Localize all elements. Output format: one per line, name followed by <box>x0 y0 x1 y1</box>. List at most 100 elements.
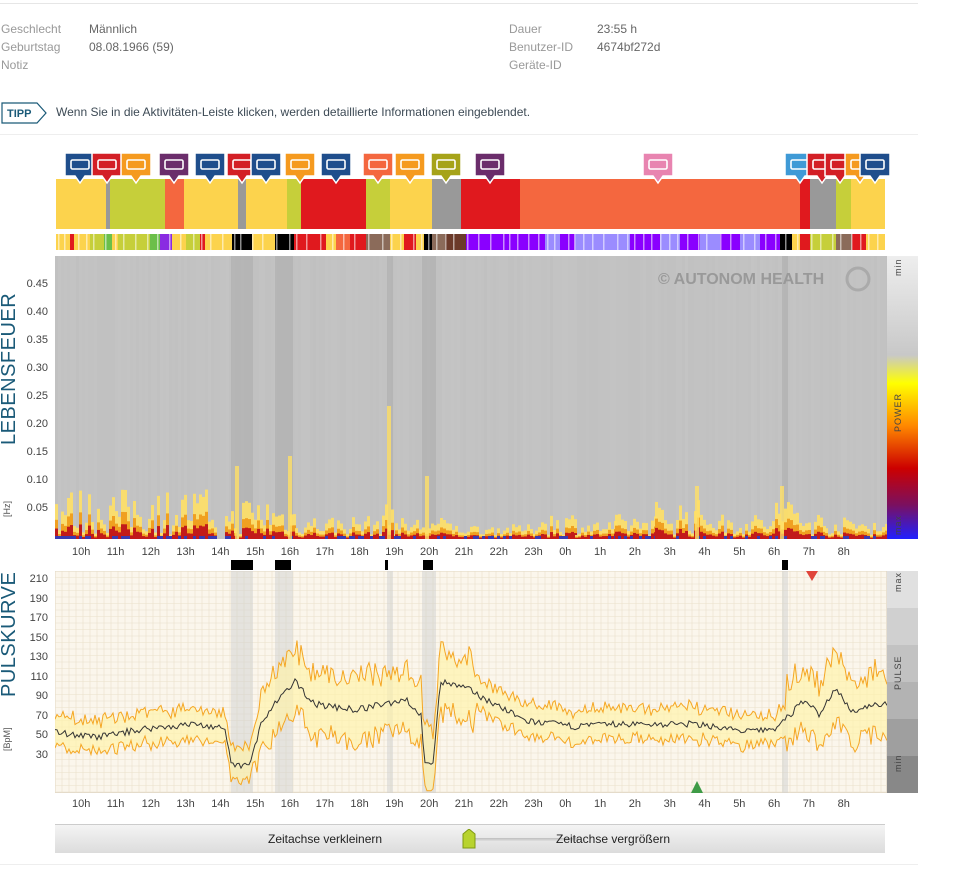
spectrogram-texture <box>148 256 151 539</box>
spectrogram-texture <box>184 256 187 539</box>
gender-value: Männlich <box>89 22 138 36</box>
activity-bar[interactable] <box>0 140 953 255</box>
spectrogram-time-tick: 15h <box>246 546 265 558</box>
power-max <box>811 536 814 539</box>
pulse-time-tick: 11h <box>106 798 125 810</box>
meal-icon[interactable] <box>120 152 152 185</box>
power-max <box>482 536 485 539</box>
spectrogram-texture <box>436 256 439 539</box>
activity-strip-segment <box>90 234 104 250</box>
power-peak <box>736 536 739 539</box>
power-peak <box>518 534 521 539</box>
keyboard-icon[interactable] <box>859 152 891 185</box>
power-max <box>630 536 633 539</box>
power-max <box>820 536 823 539</box>
activity-strip-gap <box>58 234 60 250</box>
activity-block <box>165 179 184 229</box>
power-peak <box>67 526 70 539</box>
power-peak <box>64 531 67 539</box>
pulse-legend-title: PULSE <box>893 655 903 690</box>
activity-strip-gap <box>78 234 80 250</box>
meal-icon[interactable] <box>394 152 426 185</box>
event-markers[interactable] <box>55 560 887 572</box>
spectrogram-time-tick: 18h <box>350 546 369 558</box>
activity-strip-segment <box>545 234 560 250</box>
power-max <box>88 536 91 539</box>
spectrogram-texture <box>409 256 412 539</box>
spectrogram-texture <box>142 256 145 539</box>
spectrogram-texture <box>160 256 163 539</box>
spectrogram-texture <box>601 256 604 539</box>
pulse-chart[interactable] <box>55 571 887 793</box>
icon-bubble <box>474 152 506 185</box>
power-peak <box>431 534 434 539</box>
spectrogram-texture <box>718 256 721 539</box>
spectrogram-texture <box>805 256 808 539</box>
power-peak <box>581 535 584 539</box>
bed-icon[interactable] <box>642 152 674 185</box>
activity-strip-gap <box>765 234 767 250</box>
power-peak <box>700 531 703 539</box>
activity-strip-gap <box>262 234 264 250</box>
spectrogram-texture <box>352 256 355 539</box>
keyboard-icon[interactable] <box>250 152 282 185</box>
spectrogram-texture <box>226 256 229 539</box>
sleep-icon[interactable] <box>474 152 506 185</box>
question-icon[interactable] <box>91 152 123 185</box>
spectrogram-texture <box>766 256 769 539</box>
hiking-icon[interactable] <box>430 152 462 185</box>
zoom-out-label[interactable]: Zeitachse verkleinern <box>268 832 383 846</box>
keyboard-icon[interactable] <box>194 152 226 185</box>
spectrogram-texture <box>310 256 313 539</box>
power-peak <box>61 530 64 539</box>
spectrogram-texture <box>592 256 595 539</box>
zoom-in-label[interactable]: Zeitachse vergrößern <box>556 832 671 846</box>
zoom-slider-track[interactable] <box>467 838 579 841</box>
activity-strip-gap <box>180 234 182 250</box>
pulse-time-tick: 3h <box>663 798 676 810</box>
spectrogram-chart[interactable]: © AUTONOM HEALTH <box>55 256 887 539</box>
power-max <box>618 536 621 539</box>
spectrogram-texture <box>532 256 535 539</box>
power-peak <box>587 534 590 539</box>
spectrogram-texture <box>736 256 739 539</box>
keyboard-icon[interactable] <box>320 152 352 185</box>
activity-strip-gap <box>554 234 556 250</box>
power-peak <box>70 525 73 539</box>
spectrogram-texture <box>886 256 887 539</box>
power-max <box>730 536 733 539</box>
power-peak <box>885 534 887 539</box>
spectrogram-texture <box>544 256 547 539</box>
power-peak <box>556 533 559 539</box>
walking-icon[interactable] <box>362 152 394 185</box>
spectrogram-texture <box>685 256 688 539</box>
activity-block <box>301 179 366 229</box>
spectrogram-texture <box>880 256 883 539</box>
power-peak <box>879 536 882 539</box>
zoom-slider-handle[interactable] <box>461 829 477 849</box>
activity-strip-segment <box>432 234 445 250</box>
activity-strip-gap <box>421 234 423 250</box>
power-peak <box>440 532 443 539</box>
power-peak <box>571 531 574 539</box>
pulse-time-tick: 14h <box>211 798 230 810</box>
power-max <box>272 536 275 539</box>
keyboard-icon[interactable] <box>64 152 96 185</box>
meal-icon[interactable] <box>284 152 316 185</box>
spectrogram-texture <box>412 256 415 539</box>
spectrogram-time-tick: 16h <box>280 546 300 558</box>
activity-strip-gap <box>528 234 530 250</box>
spectrogram-texture <box>415 256 418 539</box>
activity-strip-gap <box>343 234 345 250</box>
pulse-legend-band <box>887 645 918 682</box>
power-peak <box>449 534 452 539</box>
spectrogram-texture <box>715 256 718 539</box>
activity-strip-gap <box>115 234 117 250</box>
power-peak <box>658 529 661 539</box>
power-peak <box>565 532 568 539</box>
icon-bubble <box>642 152 674 185</box>
max-pulse-marker <box>806 571 818 581</box>
power-peak <box>861 534 864 539</box>
power-max <box>193 536 196 539</box>
sleep-icon[interactable] <box>158 152 190 185</box>
